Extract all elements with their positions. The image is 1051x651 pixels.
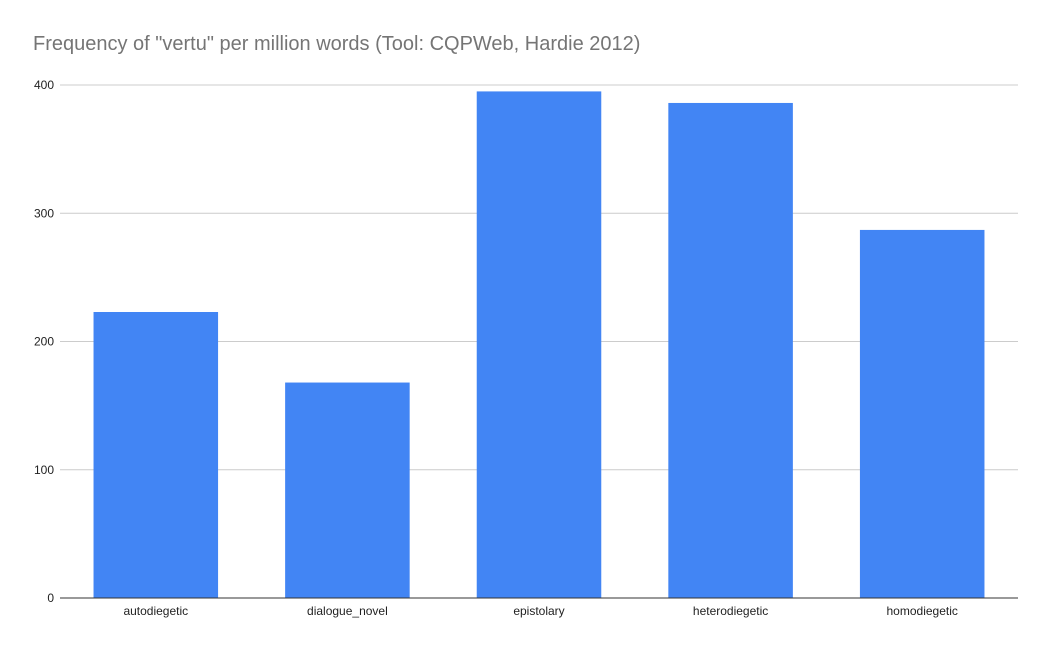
y-tick-label: 200 — [34, 335, 54, 349]
y-tick-label: 0 — [47, 591, 54, 605]
x-tick-label: heterodiegetic — [693, 604, 768, 618]
y-tick-label: 400 — [34, 78, 54, 92]
bar-heterodiegetic — [668, 102, 793, 598]
x-tick-label: epistolary — [513, 604, 564, 618]
chart-title: Frequency of "vertu" per million words (… — [33, 33, 641, 55]
x-tick-label: dialogue_novel — [307, 604, 388, 618]
x-axis-labels: autodiegetic dialogue_novel epistolary hete… — [123, 604, 957, 618]
x-tick-label: homodiegetic — [887, 604, 958, 618]
y-tick-label: 300 — [34, 206, 54, 220]
bars — [93, 91, 985, 599]
bar-autodiegetic — [93, 312, 219, 598]
y-axis-ticks: 0 100 200 300 400 — [34, 78, 54, 605]
bar-homodiegetic — [859, 229, 985, 599]
y-tick-label: 100 — [34, 463, 54, 477]
bar-dialogue-novel — [285, 382, 410, 598]
bar-epistolary — [476, 91, 602, 598]
x-tick-label: autodiegetic — [123, 604, 188, 618]
